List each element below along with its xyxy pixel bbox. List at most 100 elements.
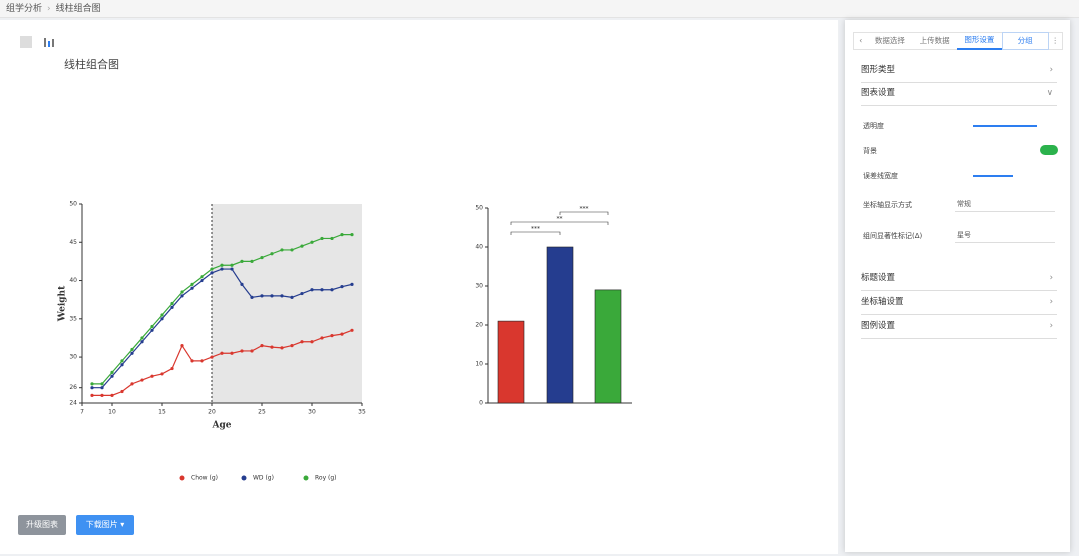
bar [546,246,574,404]
charts: 24 26 30 35 40 45 50 7 10 15 20 25 30 35 Age Weight Chow… [20,36,632,482]
icon [52,39,54,47]
data-point [340,233,344,237]
data-point [110,370,114,374]
data-point [120,389,124,394]
legend-label: Roy (g) [315,475,337,482]
main-area: 线柱组合图 [0,20,838,554]
setting-label: 误差线宽度 [863,172,898,180]
data-point [330,288,334,292]
data-point [320,336,324,340]
tab[interactable]: 分组 [1001,32,1049,50]
data-point [210,271,214,275]
breadcrumb-item[interactable]: 组学分析 [6,4,43,14]
slider[interactable] [973,125,1037,127]
tab-arrow[interactable]: ‹ [859,36,863,45]
data-point [130,347,134,352]
data-point [230,263,234,267]
data-point [250,349,254,353]
data-point [270,252,274,256]
y-tick-label: 35 [69,315,77,322]
y-tick-label: 10 [475,361,483,368]
data-point [180,290,184,294]
data-point [330,236,334,241]
data-point [300,244,304,248]
data-point [130,351,134,355]
data-point [270,345,274,349]
x-tick-label: 25 [258,409,266,416]
button[interactable]: 下载图片 ▾ [76,515,134,535]
button[interactable]: 升级图表 [18,515,66,535]
y-tick-label: 30 [69,354,77,361]
data-point [180,294,184,298]
section[interactable]: 坐标轴设置 › [861,297,1053,307]
data-point [250,295,254,299]
significance-label: *** [580,206,589,213]
tab-more[interactable]: ⋮ [1051,36,1060,45]
data-point [230,267,234,271]
setting-label: 透明度 [863,122,884,130]
section[interactable]: 图表设置 ∨ [861,88,1053,98]
y-axis-label: Weight [58,285,68,322]
legend-marker [179,475,185,481]
icon [20,36,32,48]
data-point [110,393,114,397]
toggle[interactable] [1040,145,1058,155]
data-point [220,263,224,267]
data-point [120,363,124,367]
section[interactable]: 图例设置 › [861,321,1053,331]
significance-bracket [510,221,609,225]
data-point [110,374,114,378]
tab[interactable]: 数据选择 [874,36,905,45]
setting-label: 组间显著性标记(Δ) [863,232,923,240]
data-point [240,349,244,353]
data-point [140,336,144,340]
data-point [310,340,314,344]
y-tick-label: 45 [69,239,77,246]
section[interactable]: 标题设置 › [861,273,1053,283]
data-point [170,305,174,309]
data-point [320,236,324,241]
y-tick-label: 40 [69,277,77,284]
data-point [100,393,104,397]
y-tick-label: 24 [69,400,77,407]
data-point [300,340,304,344]
data-point [200,359,204,363]
legend-label: Chow (g) [191,475,218,482]
icon [48,41,50,47]
data-point [340,285,344,289]
tabs: ‹ 数据选择 上传数据 图形设置 分组 ⋮ [853,32,1063,50]
data-point [150,328,154,332]
x-axis-label: Age [211,421,231,431]
legend-label: WD (g) [253,475,274,482]
data-point [350,233,354,237]
tab[interactable]: 上传数据 [919,36,950,45]
y-tick-label: 50 [69,201,77,208]
data-point [150,374,154,378]
bar [497,320,525,404]
tab[interactable]: 图形设置 [957,32,1002,50]
data-point [350,328,354,332]
y-tick-label: 50 [475,205,483,212]
data-point [250,259,254,264]
y-tick-label: 30 [475,283,483,290]
slider[interactable] [973,175,1013,177]
setting-label: 背景 [863,147,877,155]
data-point [310,240,314,244]
data-point [180,343,184,348]
y-tick-label: 40 [475,244,483,251]
data-point [290,295,294,299]
icon [44,38,46,47]
select[interactable]: 星号 [955,227,1055,243]
section[interactable]: 图形类型 › [861,65,1053,75]
x-tick-label: 15 [158,409,166,416]
data-point [190,286,194,290]
select[interactable]: 常规 [955,196,1055,212]
data-point [240,259,244,264]
data-point [140,378,144,382]
data-point [260,343,264,348]
data-point [280,294,284,298]
data-point [240,282,244,286]
data-point [160,372,164,376]
x-tick-label: 10 [108,409,116,416]
